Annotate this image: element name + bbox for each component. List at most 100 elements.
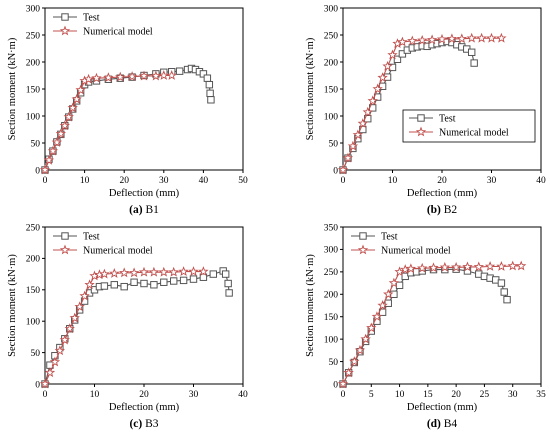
data-point <box>190 276 196 282</box>
panel-caption-name: B1 <box>143 204 160 216</box>
y-tick-label: 50 <box>31 139 41 149</box>
y-axis-label: Section moment (kN·m) <box>7 37 18 140</box>
y-tick-label: 0 <box>333 166 338 176</box>
data-point <box>488 34 496 42</box>
x-tick-label: 35 <box>536 390 546 400</box>
legend-label: Test <box>83 232 100 243</box>
y-tick-label: 200 <box>26 58 41 68</box>
panel-caption-letter: (d) <box>427 418 441 430</box>
y-tick-label: 50 <box>31 349 41 359</box>
x-tick-label: 40 <box>536 176 546 186</box>
legend: Test Numerical model <box>53 13 153 38</box>
data-point <box>176 68 182 74</box>
chart-panel-b4: 0 5 10 15 20 25 30 35050100150200250300350Defle… <box>305 223 546 430</box>
x-tick-label: 30 <box>508 390 518 400</box>
y-tick-label: 100 <box>26 112 41 122</box>
series-test <box>340 266 510 387</box>
y-tick-label: 250 <box>324 31 339 41</box>
panel-caption-letter: (a) <box>129 204 143 216</box>
series-line <box>343 42 474 171</box>
legend-label: Numerical model <box>83 27 153 38</box>
x-tick-label: 15 <box>423 390 433 400</box>
data-point <box>475 263 483 271</box>
x-tick-label: 10 <box>395 390 405 400</box>
legend-marker <box>62 14 68 20</box>
data-point <box>471 60 477 66</box>
x-tick-label: 0 <box>341 390 346 400</box>
data-point <box>110 269 118 277</box>
chart-panel-b1: 0 10 20 30 40 50050100150200250300Deflection … <box>7 4 248 216</box>
legend-marker <box>418 115 424 121</box>
x-tick-label: 20 <box>139 390 149 400</box>
data-point <box>111 282 117 288</box>
data-point <box>171 278 177 284</box>
panel-caption: (d) B4 <box>427 418 458 430</box>
data-point <box>225 280 231 286</box>
y-tick-label: 100 <box>324 335 339 345</box>
y-tick-label: 200 <box>26 255 41 265</box>
legend-marker <box>62 233 68 239</box>
data-point <box>517 262 525 270</box>
y-tick-label: 50 <box>329 358 339 368</box>
legend-marker <box>61 246 69 254</box>
legend-marker <box>360 233 366 239</box>
panel-caption-letter: (c) <box>129 418 142 430</box>
data-point <box>501 289 507 295</box>
chart-panel-b2: 0 10 20 30 40 0 50 100 150 200 250 300 Deflection (m… <box>305 4 546 216</box>
data-point <box>204 75 210 81</box>
data-point <box>208 97 214 103</box>
panel-caption: (a) B1 <box>129 204 159 216</box>
y-tick-label: 200 <box>324 58 339 68</box>
series-line <box>343 38 501 170</box>
legend-label: Test <box>381 232 398 243</box>
x-tick-label: 30 <box>159 176 169 186</box>
panel-caption-name: B4 <box>441 418 458 430</box>
x-tick-label: 0 <box>43 176 48 186</box>
data-point <box>210 271 216 277</box>
y-tick-label: 150 <box>324 313 339 323</box>
data-point <box>140 268 148 276</box>
x-tick-label: 20 <box>437 176 447 186</box>
y-axis-label: Section moment (kN·m) <box>305 37 316 140</box>
data-point <box>222 271 228 277</box>
data-point <box>226 290 232 296</box>
data-point <box>486 262 494 270</box>
y-axis-label: Section moment (kN·m) <box>7 254 18 357</box>
data-point <box>131 279 137 285</box>
y-tick-label: 100 <box>26 318 41 328</box>
data-point <box>469 49 475 55</box>
x-tick-label: 40 <box>238 390 248 400</box>
y-tick-label: 250 <box>26 31 41 41</box>
panel-caption-name: B3 <box>142 418 159 430</box>
x-axis-label: Deflection (mm) <box>109 402 180 413</box>
data-point <box>509 262 517 270</box>
data-point <box>120 269 128 277</box>
x-axis-label: Deflection (mm) <box>109 188 180 199</box>
y-tick-label: 150 <box>324 85 339 95</box>
data-point <box>141 280 147 286</box>
x-tick-label: 10 <box>80 176 90 186</box>
data-point <box>497 262 505 270</box>
data-point <box>385 300 391 306</box>
series-line <box>343 266 521 384</box>
data-point <box>151 282 157 288</box>
x-tick-label: 0 <box>341 176 346 186</box>
y-tick-label: 0 <box>333 380 338 390</box>
data-point <box>207 90 213 96</box>
legend-label: Numerical model <box>439 128 509 139</box>
y-tick-label: 200 <box>324 291 339 301</box>
y-axis-label: Section moment (kN·m) <box>305 254 316 357</box>
y-tick-label: 250 <box>324 268 339 278</box>
data-point <box>396 282 402 288</box>
y-tick-label: 0 <box>35 166 40 176</box>
y-tick-label: 150 <box>26 85 41 95</box>
x-tick-label: 10 <box>90 390 100 400</box>
data-point <box>206 81 212 87</box>
legend-label: Numerical model <box>381 246 451 257</box>
x-tick-label: 40 <box>199 176 209 186</box>
y-tick-label: 250 <box>26 223 41 233</box>
chart-panel-b3: 0 10 20 30 40 0 50 100 150 200 250 Deflection (mm) S… <box>7 223 248 430</box>
data-point <box>101 283 107 289</box>
y-tick-label: 300 <box>324 246 339 256</box>
